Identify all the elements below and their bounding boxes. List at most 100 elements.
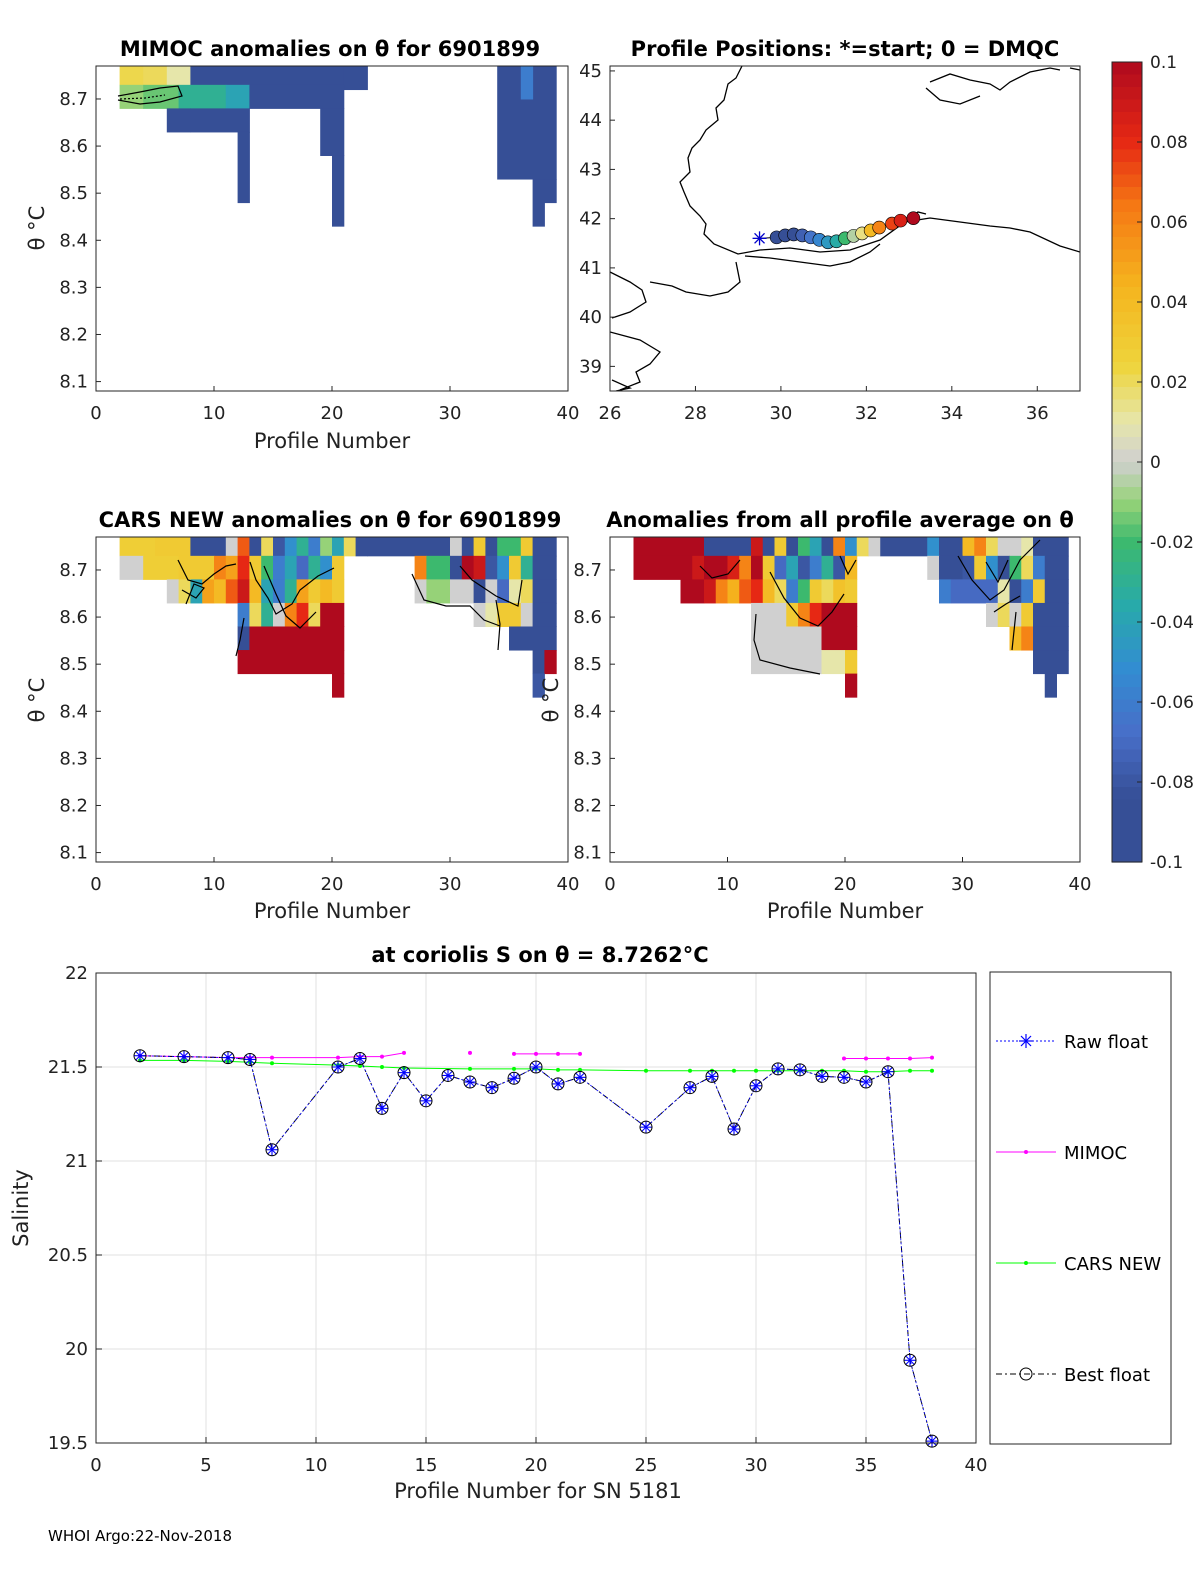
y-tick-label: 8.5 bbox=[573, 654, 602, 675]
star-stroke bbox=[754, 232, 766, 244]
heatmap-cell bbox=[273, 579, 286, 604]
heatmap-cell bbox=[143, 66, 168, 86]
y-tick-label: 42 bbox=[579, 209, 602, 230]
legend-mimoc: MIMOC bbox=[996, 1143, 1127, 1164]
colorbar-tick-label: -0.1 bbox=[1150, 853, 1183, 873]
heatmap-cell bbox=[119, 537, 156, 557]
mimoc-point bbox=[864, 1056, 868, 1061]
star-stroke bbox=[839, 1072, 849, 1083]
y-tick-label: 20 bbox=[65, 1339, 88, 1360]
heatmap-cell bbox=[692, 555, 705, 580]
heatmap-cell bbox=[520, 66, 534, 100]
heatmap-cell bbox=[774, 537, 787, 557]
mimoc-panel: MIMOC anomalies on θ for 6901899 0 10 20 30… bbox=[25, 37, 579, 453]
salinity-legend: Raw float MIMOC CARS NEW Best float bbox=[989, 971, 1172, 1445]
star-stroke bbox=[751, 1080, 761, 1091]
y-tick-label: 8.7 bbox=[59, 89, 88, 110]
heatmap-cell bbox=[473, 537, 486, 557]
raw-float-point bbox=[552, 1077, 564, 1090]
heatmap-cell bbox=[367, 537, 451, 557]
x-tick-label: 40 bbox=[557, 874, 580, 895]
y-tick-label: 40 bbox=[579, 307, 602, 328]
colorbar-segment bbox=[1112, 262, 1142, 276]
x-tick-label: 35 bbox=[855, 1455, 878, 1476]
colorbar-segment bbox=[1112, 499, 1142, 513]
heatmap-cell bbox=[774, 555, 787, 580]
x-tick-label: 0 bbox=[90, 874, 101, 895]
heatmap-cell bbox=[308, 537, 321, 557]
colorbar-segment bbox=[1112, 312, 1142, 326]
colorbar-tick-label: -0.08 bbox=[1150, 773, 1194, 793]
y-tick-label: 8.4 bbox=[59, 701, 88, 722]
y-tick-label: 22 bbox=[65, 963, 88, 984]
heatmap-cell bbox=[1009, 579, 1022, 604]
colorbar-segment bbox=[1112, 399, 1142, 413]
heatmap-cell bbox=[332, 155, 345, 227]
x-tick-label: 36 bbox=[1026, 403, 1049, 424]
colorbar-segment bbox=[1112, 599, 1142, 613]
cars-xlabel: Profile Number bbox=[254, 899, 411, 923]
cars-point bbox=[578, 1067, 582, 1072]
heatmap-cell bbox=[997, 537, 1022, 557]
mimoc-point bbox=[380, 1054, 384, 1059]
colorbar-segment bbox=[1112, 524, 1142, 538]
raw-float-point bbox=[574, 1071, 586, 1084]
heatmap-cell bbox=[962, 537, 975, 557]
star-stroke bbox=[135, 1050, 145, 1061]
mimoc-point bbox=[336, 1055, 340, 1060]
legend-cars-label: CARS NEW bbox=[1064, 1254, 1161, 1275]
colorbar-segment bbox=[1112, 62, 1142, 76]
star-stroke bbox=[641, 1122, 651, 1133]
heatmap-cell bbox=[927, 555, 940, 580]
colorbar-segment bbox=[1112, 724, 1142, 738]
colorbar-segment bbox=[1112, 87, 1142, 101]
heatmap-cell bbox=[633, 555, 693, 580]
heatmap-cell bbox=[509, 626, 557, 651]
best-float-point bbox=[771, 1062, 785, 1076]
y-tick-label: 8.5 bbox=[59, 183, 88, 204]
star-stroke bbox=[927, 1436, 937, 1447]
heatmap-cell bbox=[332, 66, 345, 91]
heatmap-cell bbox=[751, 555, 764, 580]
y-tick-label: 8.5 bbox=[59, 654, 88, 675]
heatmap-cell bbox=[762, 555, 775, 580]
y-tick-label: 8.1 bbox=[573, 843, 602, 864]
x-tick-label: 26 bbox=[599, 403, 622, 424]
heatmap-cell bbox=[320, 537, 333, 557]
heatmap-cell bbox=[214, 579, 227, 604]
colorbar-segment bbox=[1112, 424, 1142, 438]
heatmap-cell bbox=[119, 555, 144, 580]
map-title: Profile Positions: *=start; 0 = DMQC bbox=[631, 37, 1060, 61]
mimoc-xlabel: Profile Number bbox=[254, 429, 411, 453]
raw-float-point bbox=[332, 1061, 344, 1073]
heatmap-cell bbox=[809, 537, 822, 557]
heatmap-cell bbox=[119, 84, 144, 109]
heatmap-cell bbox=[284, 555, 298, 580]
heatmap-cell bbox=[1009, 626, 1022, 651]
heatmap-cell bbox=[845, 673, 858, 698]
heatmap-cell bbox=[273, 555, 286, 580]
salinity-ylabel: Salinity bbox=[9, 1169, 33, 1247]
x-tick-label: 20 bbox=[525, 1455, 548, 1476]
colorbar-segment bbox=[1112, 349, 1142, 363]
heatmap-cell bbox=[1044, 579, 1069, 604]
heatmap-cell bbox=[1033, 537, 1069, 557]
heatmap-cell bbox=[986, 555, 999, 580]
avg-xlabel: Profile Number bbox=[767, 899, 924, 923]
legend-best-marker bbox=[1019, 1367, 1033, 1381]
cars-point bbox=[864, 1069, 868, 1074]
cars-point bbox=[688, 1068, 692, 1073]
heatmap-cell bbox=[1033, 602, 1069, 627]
x-tick-label: 34 bbox=[940, 403, 963, 424]
heatmap-cell bbox=[727, 579, 740, 604]
heatmap-cell bbox=[355, 537, 368, 557]
colorbar-segment bbox=[1112, 174, 1142, 188]
heatmap-cell bbox=[509, 579, 522, 604]
heatmap-cell bbox=[544, 179, 557, 204]
mimoc-contours bbox=[117, 85, 183, 105]
raw-float-point bbox=[904, 1354, 916, 1367]
y-tick-label: 8.4 bbox=[573, 701, 602, 722]
colorbar-segment bbox=[1112, 449, 1142, 463]
colorbar-ticks: 0.1 0.08 0.06 0.04 0.02 0 -0.02 -0.04 -0.06 -0.08… bbox=[1137, 53, 1194, 873]
x-tick-label: 30 bbox=[745, 1455, 768, 1476]
